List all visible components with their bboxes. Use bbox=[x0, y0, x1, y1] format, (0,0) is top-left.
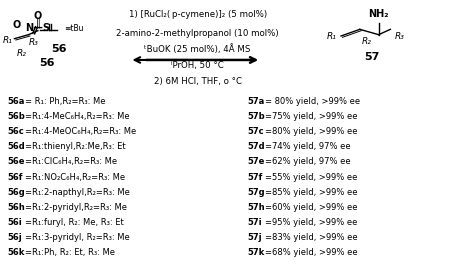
Text: =R₁:2-pyridyl,R₂=R₃: Me: =R₁:2-pyridyl,R₂=R₃: Me bbox=[25, 203, 127, 212]
Text: =85% yield, >99% ee: =85% yield, >99% ee bbox=[265, 188, 357, 197]
Text: ≡tBu: ≡tBu bbox=[64, 24, 83, 33]
Text: ‖: ‖ bbox=[36, 17, 40, 28]
Text: O: O bbox=[13, 20, 21, 30]
Text: =R₁:thienyl,R₂:Me,R₃: Et: =R₁:thienyl,R₂:Me,R₃: Et bbox=[25, 142, 126, 151]
Text: 56i: 56i bbox=[8, 218, 22, 227]
Text: 2) 6M HCl, THF, o °C: 2) 6M HCl, THF, o °C bbox=[154, 77, 242, 86]
Text: 56a: 56a bbox=[8, 97, 25, 106]
Text: =68% yield, >99% ee: =68% yield, >99% ee bbox=[265, 249, 357, 257]
Text: 57e: 57e bbox=[247, 157, 264, 167]
Text: =R₁:3-pyridyl, R₂=R₃: Me: =R₁:3-pyridyl, R₂=R₃: Me bbox=[25, 233, 130, 242]
Text: =R₁:Ph, R₂: Et, R₃: Me: =R₁:Ph, R₂: Et, R₃: Me bbox=[25, 249, 115, 257]
Text: R₂: R₂ bbox=[17, 49, 27, 58]
Text: =75% yield, >99% ee: =75% yield, >99% ee bbox=[265, 112, 357, 121]
Text: 56j: 56j bbox=[8, 233, 22, 242]
Text: ⁱPrOH, 50 °C: ⁱPrOH, 50 °C bbox=[171, 61, 224, 70]
Text: 56k: 56k bbox=[8, 249, 25, 257]
Text: 57k: 57k bbox=[247, 249, 264, 257]
Text: 57f: 57f bbox=[247, 173, 263, 182]
Text: 56f: 56f bbox=[8, 173, 23, 182]
Text: R₁: R₁ bbox=[327, 32, 337, 41]
Text: =R₁:ClC₆H₄,R₂=R₃: Me: =R₁:ClC₆H₄,R₂=R₃: Me bbox=[25, 157, 118, 167]
Text: ᵗBuOK (25 mol%), 4Å MS: ᵗBuOK (25 mol%), 4Å MS bbox=[145, 44, 251, 54]
Text: =R₁:NO₂C₆H₄,R₂=R₃: Me: =R₁:NO₂C₆H₄,R₂=R₃: Me bbox=[25, 173, 125, 182]
Text: 56: 56 bbox=[39, 58, 55, 68]
Text: R₃: R₃ bbox=[28, 38, 38, 47]
Text: 56d: 56d bbox=[8, 142, 25, 151]
Text: 1) [RuCl₂( p-cymene)]₂ (5 mol%): 1) [RuCl₂( p-cymene)]₂ (5 mol%) bbox=[128, 10, 267, 19]
Text: 57d: 57d bbox=[247, 142, 264, 151]
Text: 2-amino-2-methylpropanol (10 mol%): 2-amino-2-methylpropanol (10 mol%) bbox=[117, 29, 279, 38]
Text: = 80% yield, >99% ee: = 80% yield, >99% ee bbox=[265, 97, 360, 106]
Text: 57c: 57c bbox=[247, 127, 264, 136]
Text: 56e: 56e bbox=[8, 157, 25, 167]
Text: 56c: 56c bbox=[8, 127, 24, 136]
Text: R₂: R₂ bbox=[362, 37, 372, 46]
Text: 57j: 57j bbox=[247, 233, 262, 242]
Text: 57: 57 bbox=[364, 52, 379, 62]
Text: R₃: R₃ bbox=[395, 32, 405, 41]
Text: =95% yield, >99% ee: =95% yield, >99% ee bbox=[265, 218, 357, 227]
Text: NH₂: NH₂ bbox=[368, 9, 389, 19]
Text: 56: 56 bbox=[51, 44, 67, 54]
Text: =55% yield, >99% ee: =55% yield, >99% ee bbox=[265, 173, 357, 182]
Text: O: O bbox=[34, 11, 42, 21]
Text: 57g: 57g bbox=[247, 188, 264, 197]
Text: 57a: 57a bbox=[247, 97, 264, 106]
Text: =60% yield, >99% ee: =60% yield, >99% ee bbox=[265, 203, 357, 212]
Text: =R₁:furyl, R₂: Me, R₃: Et: =R₁:furyl, R₂: Me, R₃: Et bbox=[25, 218, 124, 227]
Text: =62% yield, 97% ee: =62% yield, 97% ee bbox=[265, 157, 350, 167]
Text: R₁: R₁ bbox=[2, 36, 12, 45]
Text: 56h: 56h bbox=[8, 203, 25, 212]
Text: = R₁: Ph,R₂=R₃: Me: = R₁: Ph,R₂=R₃: Me bbox=[25, 97, 106, 106]
Text: 56b: 56b bbox=[8, 112, 25, 121]
Text: =74% yield, 97% ee: =74% yield, 97% ee bbox=[265, 142, 350, 151]
Text: =R₁:4-MeC₆H₄,R₂=R₃: Me: =R₁:4-MeC₆H₄,R₂=R₃: Me bbox=[25, 112, 130, 121]
Text: 57i: 57i bbox=[247, 218, 262, 227]
Text: =R₁:4-MeOC₆H₄,R₂=R₃: Me: =R₁:4-MeOC₆H₄,R₂=R₃: Me bbox=[25, 127, 137, 136]
Text: =83% yield, >99% ee: =83% yield, >99% ee bbox=[265, 233, 357, 242]
Text: 56g: 56g bbox=[8, 188, 25, 197]
Text: =80% yield, >99% ee: =80% yield, >99% ee bbox=[265, 127, 357, 136]
Text: 57h: 57h bbox=[247, 203, 264, 212]
Text: 57b: 57b bbox=[247, 112, 264, 121]
Text: =R₁:2-napthyl,R₂=R₃: Me: =R₁:2-napthyl,R₂=R₃: Me bbox=[25, 188, 130, 197]
Text: N—S: N—S bbox=[26, 23, 50, 33]
